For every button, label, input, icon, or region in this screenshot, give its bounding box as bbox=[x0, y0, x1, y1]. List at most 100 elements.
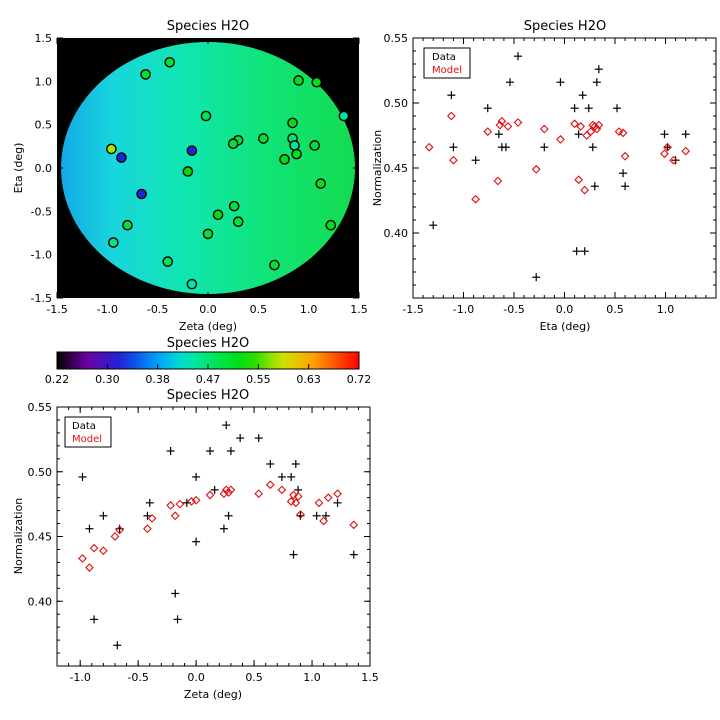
data-point-plus bbox=[570, 104, 579, 113]
data-point-plus bbox=[663, 143, 672, 152]
model-point-diamond bbox=[424, 142, 434, 152]
data-point-plus bbox=[590, 182, 599, 191]
data-point-plus bbox=[540, 143, 549, 152]
data-point-plus bbox=[113, 641, 122, 650]
data-point-plus bbox=[572, 247, 581, 256]
x-tick-label: 0.5 bbox=[250, 303, 268, 316]
model-point-diamond bbox=[497, 116, 507, 126]
model-point-diamond bbox=[277, 485, 287, 495]
map-title: Species H2O bbox=[167, 19, 249, 34]
data-point-plus bbox=[78, 472, 87, 481]
model-point-diamond bbox=[254, 489, 264, 499]
legend-model-label: Model bbox=[72, 434, 102, 445]
x-tick-label: -1.0 bbox=[69, 671, 90, 684]
map-data-point bbox=[200, 110, 212, 122]
x-tick-label: -1.5 bbox=[46, 303, 67, 316]
model-point-diamond bbox=[513, 118, 523, 127]
x-tick-label: 1.0 bbox=[300, 303, 318, 316]
x-tick-label: 1.5 bbox=[361, 671, 379, 684]
data-point-plus bbox=[584, 104, 593, 113]
model-point-diamond bbox=[89, 543, 99, 553]
map-data-point bbox=[289, 140, 300, 151]
y-tick-label: -0.5 bbox=[31, 205, 52, 218]
model-point-diamond bbox=[620, 151, 630, 161]
data-point-plus bbox=[171, 589, 180, 598]
y-tick-label: 0.55 bbox=[28, 401, 53, 414]
y-tick-label: -1.0 bbox=[31, 249, 52, 262]
y-tick-label: 0.45 bbox=[28, 531, 53, 544]
data-point-plus bbox=[219, 524, 228, 533]
model-point-diamond bbox=[449, 155, 458, 165]
map-data-point bbox=[311, 76, 323, 88]
zeta-scatter-x-axis-label: Zeta (deg) bbox=[184, 688, 242, 701]
model-point-diamond bbox=[147, 513, 157, 523]
map-data-point bbox=[202, 228, 214, 240]
data-point-plus bbox=[277, 472, 286, 481]
data-point-plus bbox=[166, 447, 175, 456]
eta-scatter-legend: Data Model bbox=[423, 47, 471, 79]
eta-scatter-y-axis-label: Normalization bbox=[371, 130, 384, 206]
map-data-point bbox=[325, 219, 337, 231]
y-tick-label: 0.55 bbox=[384, 32, 409, 45]
data-point-plus bbox=[192, 537, 201, 546]
model-point-diamond bbox=[447, 111, 456, 121]
data-point-plus bbox=[501, 143, 510, 152]
model-point-diamond bbox=[556, 135, 565, 144]
map-data-point bbox=[228, 200, 240, 212]
data-point-plus bbox=[226, 447, 235, 456]
model-point-diamond bbox=[205, 490, 215, 500]
x-tick-label: 1.0 bbox=[657, 303, 675, 316]
x-tick-label: -1.0 bbox=[453, 303, 474, 316]
y-tick-label: 0.40 bbox=[28, 595, 53, 608]
model-point-diamond bbox=[115, 525, 124, 535]
y-tick-label: 0.5 bbox=[35, 119, 53, 132]
model-point-diamond bbox=[539, 124, 549, 134]
model-point-diamond bbox=[143, 524, 152, 534]
x-tick-label: -1.5 bbox=[402, 303, 423, 316]
data-point-plus bbox=[254, 434, 263, 443]
map-data-point bbox=[182, 166, 194, 177]
data-point-plus bbox=[505, 78, 514, 87]
model-point-diamond bbox=[314, 498, 324, 508]
data-point-plus bbox=[483, 104, 492, 113]
legend-data-label: Data bbox=[72, 421, 96, 432]
model-point-diamond bbox=[503, 122, 513, 131]
map-x-axis-label: Zeta (deg) bbox=[179, 320, 237, 333]
model-point-diamond bbox=[78, 554, 87, 563]
model-point-diamond bbox=[85, 563, 94, 572]
data-point-plus bbox=[173, 615, 182, 624]
model-point-diamond bbox=[110, 532, 120, 541]
eta-scatter-title: Species H2O bbox=[524, 19, 606, 34]
colorbar-tick-label: 0.30 bbox=[95, 373, 120, 386]
data-point-plus bbox=[206, 447, 215, 456]
model-point-diamond bbox=[594, 120, 604, 130]
data-point-plus bbox=[90, 615, 99, 624]
data-point-plus bbox=[429, 221, 438, 230]
data-point-plus bbox=[532, 273, 541, 282]
y-tick-label: 0.45 bbox=[384, 162, 409, 175]
data-point-plus bbox=[85, 524, 94, 533]
map-panel: Species H2O -1.5 -1.0 -0.5 0.0 0.5 1.0 1.5 -1.5… bbox=[12, 19, 368, 333]
model-point-diamond bbox=[580, 185, 590, 195]
colorbar-tick-label: 0.55 bbox=[246, 373, 271, 386]
model-point-diamond bbox=[660, 149, 669, 159]
data-point-plus bbox=[574, 130, 583, 139]
data-point-plus bbox=[621, 182, 630, 191]
data-point-plus bbox=[471, 156, 480, 165]
map-data-point bbox=[212, 209, 224, 221]
data-point-plus bbox=[224, 511, 233, 520]
model-point-diamond bbox=[170, 511, 180, 521]
data-point-plus bbox=[494, 130, 503, 139]
map-data-point bbox=[106, 143, 117, 155]
model-point-diamond bbox=[531, 164, 541, 174]
model-point-diamond bbox=[219, 489, 229, 499]
model-point-diamond bbox=[663, 142, 672, 152]
model-point-diamond bbox=[471, 194, 480, 204]
data-point-plus bbox=[99, 511, 108, 520]
map-data-point bbox=[269, 259, 280, 271]
data-point-plus bbox=[210, 485, 219, 494]
map-data-point bbox=[186, 278, 198, 290]
model-point-diamond bbox=[349, 520, 359, 530]
zeta-scatter-title: Species H2O bbox=[167, 388, 249, 403]
